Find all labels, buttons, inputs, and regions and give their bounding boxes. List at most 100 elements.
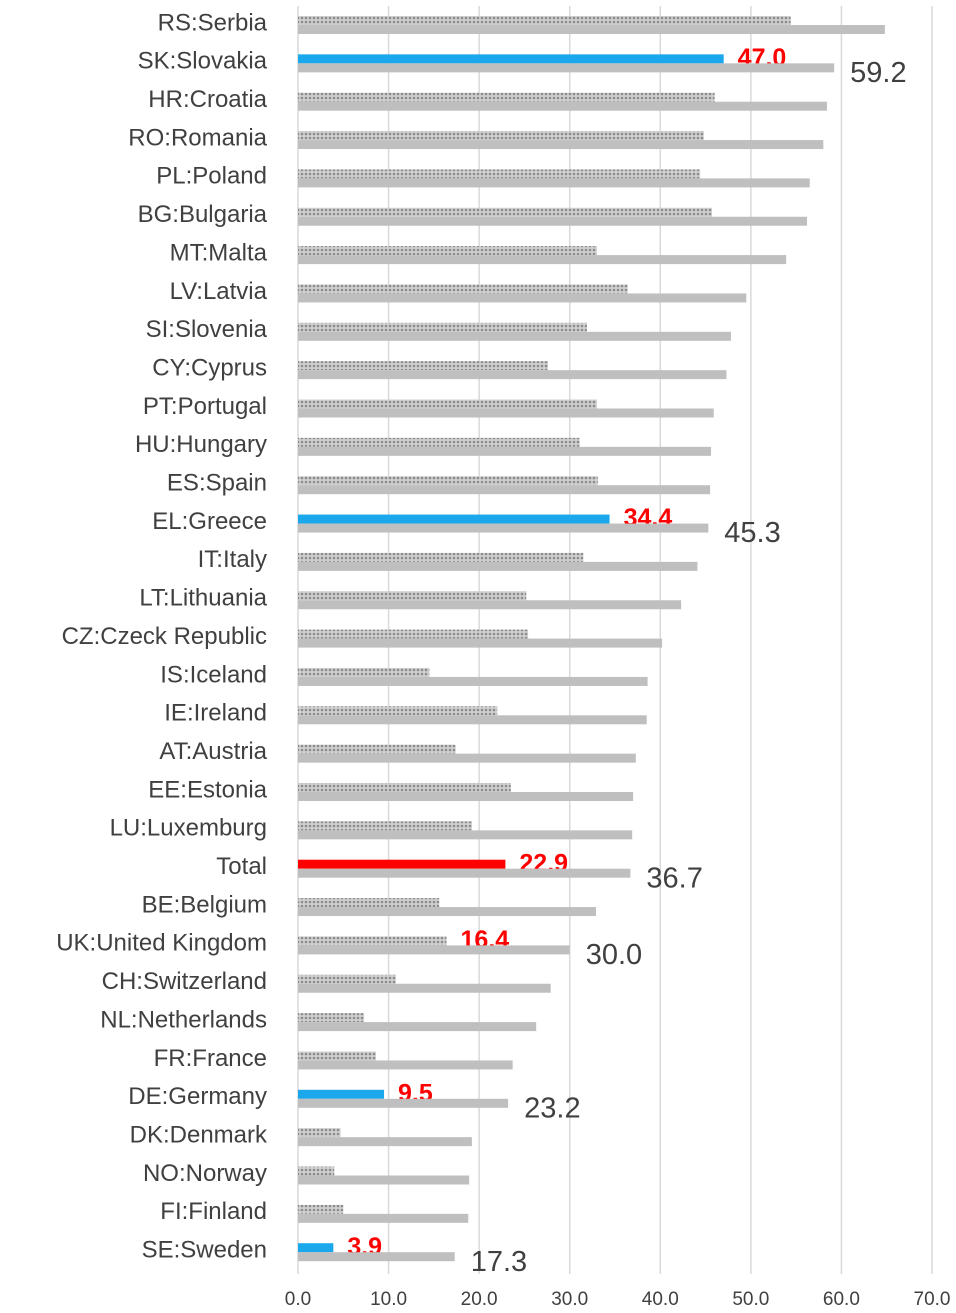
bar — [298, 868, 631, 878]
x-tick-label: 20.0 — [461, 1289, 498, 1310]
data-label: 17.3 — [471, 1246, 527, 1278]
bar — [298, 322, 587, 332]
bar — [298, 523, 709, 533]
bar — [298, 437, 580, 447]
bar — [298, 715, 647, 725]
bar — [298, 246, 597, 256]
bar — [298, 25, 885, 34]
y-tick-label: AT:Austria — [159, 738, 267, 765]
bar — [298, 169, 701, 179]
bar — [298, 1022, 537, 1032]
bar — [298, 907, 596, 917]
y-tick-label: DE:Germany — [128, 1083, 267, 1110]
y-tick-label: DK:Denmark — [130, 1121, 268, 1148]
x-tick-label: 0.0 — [285, 1289, 311, 1310]
bar — [298, 140, 824, 150]
bar — [298, 821, 472, 831]
y-tick-label: LV:Latvia — [170, 278, 268, 305]
bar — [298, 561, 698, 571]
y-tick-label: BE:Belgium — [142, 891, 267, 918]
y-tick-label: IS:Iceland — [160, 661, 267, 688]
y-tick-label: ES:Spain — [167, 470, 267, 497]
y-tick-label: IE:Ireland — [164, 700, 267, 727]
x-tick-label: 10.0 — [370, 1289, 407, 1310]
y-tick-label: PT:Portugal — [143, 393, 267, 420]
bar — [298, 331, 731, 341]
y-tick-label: CZ:Czeck Republic — [62, 623, 267, 650]
bar — [298, 1252, 455, 1262]
y-tick-label: HU:Hungary — [135, 431, 267, 458]
y-tick-label: LU:Luxemburg — [110, 815, 267, 842]
bar — [298, 370, 727, 380]
bar — [298, 945, 570, 955]
data-label: 59.2 — [850, 57, 906, 89]
bar — [298, 1243, 334, 1253]
x-tick-label: 30.0 — [551, 1289, 588, 1310]
bar — [298, 753, 636, 763]
bar — [298, 936, 447, 946]
bar — [298, 591, 527, 601]
y-tick-label: LT:Lithuania — [139, 585, 267, 612]
data-label: 36.7 — [646, 862, 702, 894]
bar — [298, 1013, 365, 1023]
bar — [298, 284, 628, 294]
bar — [298, 361, 548, 371]
bar — [298, 706, 498, 716]
bar — [298, 859, 506, 869]
bar — [298, 629, 529, 639]
bar — [298, 1175, 470, 1185]
bar — [298, 514, 610, 524]
bar — [298, 600, 682, 610]
bar — [298, 898, 440, 908]
bar — [298, 783, 511, 792]
bar — [298, 399, 597, 409]
bar — [298, 131, 704, 141]
bar — [298, 1098, 509, 1108]
data-label: 23.2 — [524, 1092, 580, 1124]
y-tick-label: FI:Finland — [160, 1198, 267, 1225]
bar — [298, 552, 584, 562]
y-tick-label: UK:United Kingdom — [56, 930, 267, 957]
bar — [298, 101, 827, 111]
bar — [298, 207, 712, 217]
y-tick-label: EL:Greece — [152, 508, 267, 535]
bar — [298, 178, 810, 188]
bar — [298, 216, 808, 226]
y-tick-label: MT:Malta — [170, 239, 268, 266]
bar — [298, 1128, 341, 1138]
data-label: 30.0 — [586, 939, 642, 971]
y-tick-label: SE:Sweden — [142, 1237, 267, 1264]
bar — [298, 54, 724, 64]
bar — [298, 974, 396, 984]
bar — [298, 92, 715, 102]
y-tick-label: CY:Cyprus — [152, 354, 267, 381]
x-tick-label: 60.0 — [823, 1289, 860, 1310]
bar — [298, 638, 663, 648]
x-tick-label: 40.0 — [642, 1289, 679, 1310]
x-tick-label: 70.0 — [914, 1289, 951, 1310]
y-tick-label: EE:Estonia — [148, 776, 267, 803]
bar — [298, 446, 712, 456]
bar — [298, 476, 598, 486]
y-tick-label: NO:Norway — [143, 1160, 267, 1187]
bar — [298, 1213, 469, 1223]
x-tick-label: 50.0 — [732, 1289, 769, 1310]
bar — [298, 255, 787, 265]
bar — [298, 1137, 472, 1147]
bar — [298, 667, 430, 677]
y-tick-label: Total — [216, 853, 267, 880]
bar — [298, 1051, 376, 1061]
y-tick-label: PL:Poland — [156, 163, 267, 190]
bar — [298, 1204, 344, 1214]
y-tick-label: SI:Slovenia — [146, 316, 268, 343]
bar — [298, 408, 714, 418]
bar — [298, 983, 551, 993]
bar — [298, 485, 711, 495]
bar — [298, 792, 634, 801]
bar — [298, 830, 633, 840]
bar — [298, 16, 791, 25]
bar — [298, 63, 835, 73]
y-tick-label: BG:Bulgaria — [138, 201, 268, 228]
y-tick-label: RO:Romania — [128, 124, 267, 151]
